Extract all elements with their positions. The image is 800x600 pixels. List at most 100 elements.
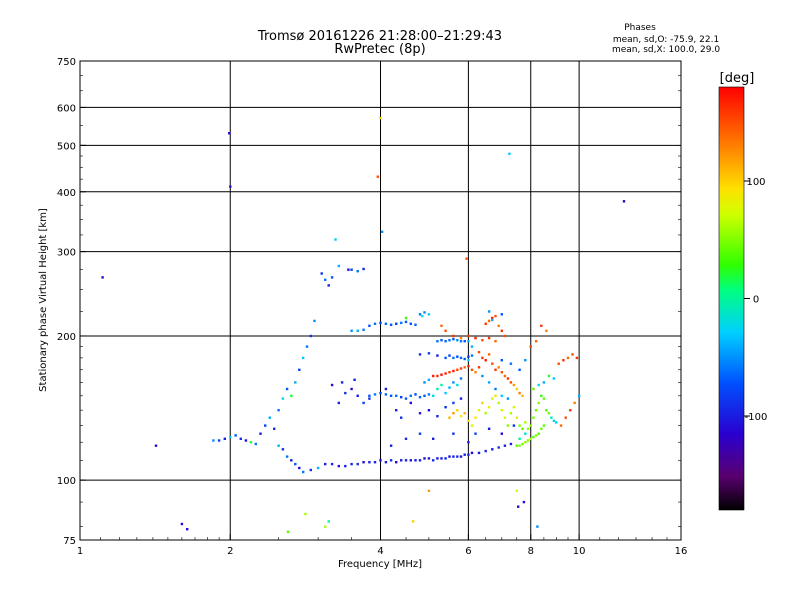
data-point: [542, 397, 546, 400]
data-point: [515, 416, 518, 419]
data-point: [484, 449, 487, 453]
data-point: [353, 378, 356, 381]
data-point: [427, 457, 431, 460]
y-tick-label: 75: [63, 536, 76, 547]
data-point: [395, 409, 398, 412]
x-axis: 1 2 4 6 8 10 16: [77, 534, 687, 557]
data-point: [334, 238, 337, 241]
data-point: [268, 416, 271, 419]
data-points: [101, 116, 626, 533]
data-point: [436, 354, 439, 357]
data-point: [448, 386, 451, 389]
data-point: [400, 321, 403, 325]
data-point: [350, 268, 353, 271]
data-point: [259, 432, 262, 435]
data-point: [503, 416, 507, 419]
data-point: [467, 453, 470, 456]
data-point: [463, 340, 466, 343]
data-point: [389, 323, 393, 326]
data-point: [436, 340, 439, 343]
data-point: [418, 432, 422, 435]
data-point: [564, 416, 567, 419]
data-point: [229, 435, 232, 439]
data-point: [537, 432, 540, 435]
data-point: [456, 383, 459, 387]
data-point: [474, 336, 477, 340]
data-point: [418, 353, 422, 356]
data-point: [542, 381, 546, 384]
data-point: [298, 368, 301, 371]
data-point: [404, 397, 408, 400]
data-point: [521, 442, 524, 446]
data-point: [337, 401, 340, 405]
data-point: [481, 339, 484, 342]
data-point: [537, 383, 540, 387]
data-point: [444, 356, 447, 360]
data-point: [373, 461, 377, 464]
data-point: [229, 185, 232, 188]
data-point: [223, 437, 226, 440]
data-point: [537, 401, 540, 405]
data-point: [518, 444, 521, 447]
data-point: [290, 459, 293, 462]
data-point: [427, 352, 431, 355]
data-point: [459, 415, 463, 418]
data-point: [515, 489, 518, 492]
colorbar-tick-label: -100: [745, 412, 768, 423]
data-point: [373, 393, 377, 396]
data-point: [518, 391, 521, 395]
data-point: [487, 336, 491, 340]
data-point: [459, 377, 463, 380]
data-point: [459, 336, 463, 340]
colorbar-tick-label: 0: [753, 295, 759, 306]
x-tick-label: 10: [573, 546, 586, 557]
data-point: [542, 424, 546, 427]
data-point: [497, 446, 500, 449]
data-point: [532, 435, 535, 439]
data-point: [481, 356, 484, 360]
data-point: [500, 313, 503, 316]
data-point: [577, 394, 581, 397]
data-point: [444, 340, 447, 343]
data-point: [515, 387, 518, 391]
data-point: [324, 462, 327, 466]
data-point: [487, 381, 491, 384]
data-point: [477, 409, 481, 412]
data-point: [384, 461, 388, 464]
data-point: [409, 394, 412, 397]
data-point: [404, 320, 408, 324]
data-point: [389, 394, 393, 397]
data-point: [217, 439, 221, 442]
data-point: [389, 444, 393, 447]
data-point: [281, 448, 285, 451]
data-point: [494, 387, 497, 391]
data-point: [518, 368, 521, 371]
data-point: [500, 371, 503, 374]
data-point: [414, 323, 417, 326]
data-point: [452, 337, 455, 341]
data-point: [497, 324, 500, 327]
data-point: [356, 329, 359, 332]
data-point: [436, 387, 439, 391]
data-point: [379, 391, 382, 395]
data-point: [380, 230, 384, 233]
data-point: [459, 367, 463, 370]
data-point: [389, 459, 393, 462]
data-point: [356, 462, 359, 466]
y-tick-label: 400: [57, 188, 76, 199]
data-point: [186, 528, 189, 531]
chart-subtitle: RwPretec (8p): [334, 42, 425, 57]
data-point: [477, 451, 481, 455]
data-point: [467, 441, 470, 444]
data-point: [512, 424, 516, 427]
data-point: [340, 381, 344, 384]
data-point: [384, 387, 388, 391]
data-point: [427, 313, 431, 316]
data-point: [418, 313, 422, 316]
data-point: [467, 364, 470, 368]
data-point: [467, 334, 470, 338]
data-point: [290, 394, 293, 397]
data-point: [470, 451, 474, 455]
data-point: [302, 470, 305, 474]
data-point: [294, 462, 297, 466]
